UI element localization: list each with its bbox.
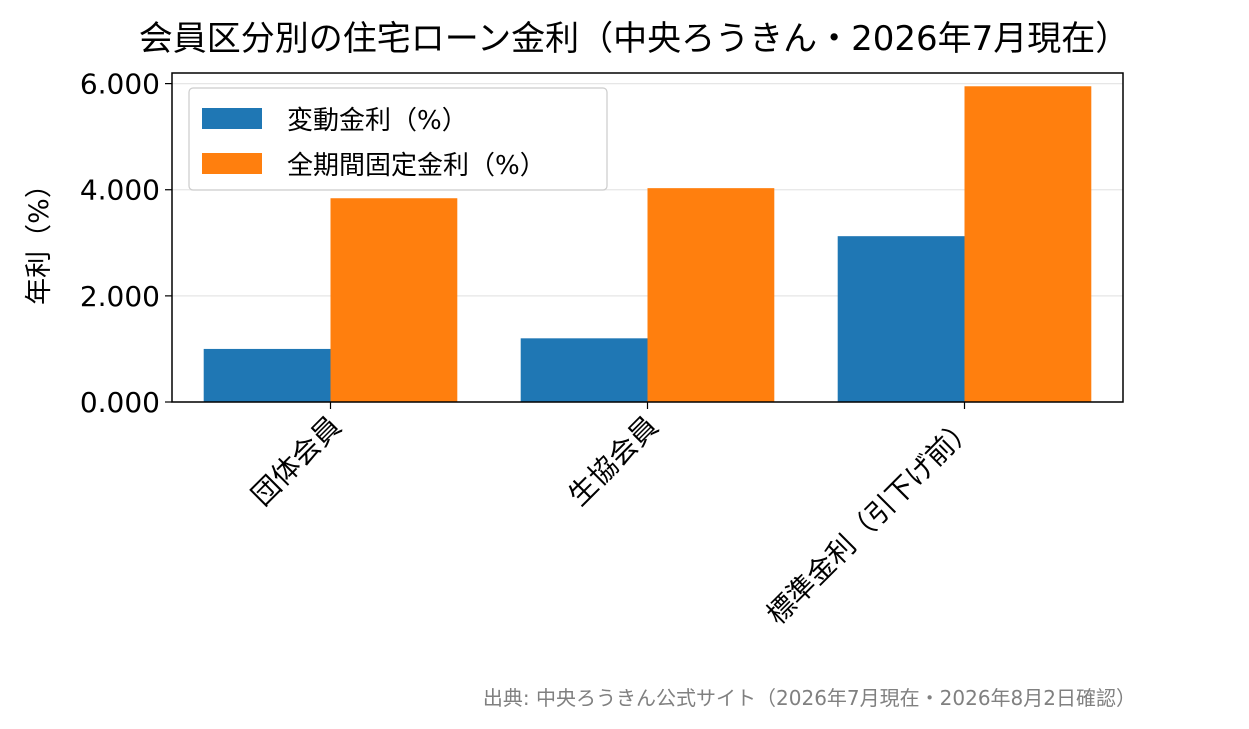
bar-variable-2	[837, 236, 965, 402]
bar-fixed-0	[330, 198, 458, 402]
y-axis-label: 年利（%）	[24, 171, 55, 305]
bars	[203, 86, 1092, 403]
x-tick-label: 団体会員	[245, 410, 348, 513]
y-tick-label: 0.000	[80, 386, 160, 419]
y-tick-label: 4.000	[80, 174, 160, 207]
chart-title: 会員区分別の住宅ローン金利（中央ろうきん・2026年7月現在）	[139, 19, 1129, 59]
legend-label: 変動金利（%）	[287, 106, 468, 136]
bar-variable-1	[520, 338, 648, 402]
legend: 変動金利（%） 全期間固定金利（%）	[188, 87, 608, 191]
y-tick-label: 6.000	[80, 68, 160, 101]
legend-swatch	[202, 153, 262, 174]
y-tick-label: 2.000	[80, 280, 160, 313]
legend-box	[188, 87, 608, 191]
source-note: 出典: 中央ろうきん公式サイト（2026年7月現在・2026年8月2日確認）	[483, 686, 1136, 710]
bar-fixed-2	[964, 86, 1092, 403]
bar-variable-0	[203, 348, 331, 402]
x-tick-label: 生協会員	[562, 410, 665, 513]
legend-label: 全期間固定金利（%）	[287, 151, 546, 181]
y-axis-ticks: 0.000 2.000 4.000 6.000	[80, 68, 172, 419]
x-tick-label: 標準金利（引下げ前）	[760, 410, 981, 631]
bar-fixed-1	[647, 188, 775, 402]
legend-swatch	[202, 108, 262, 129]
x-axis-ticks: 団体会員 生協会員 標準金利（引下げ前）	[245, 402, 981, 631]
